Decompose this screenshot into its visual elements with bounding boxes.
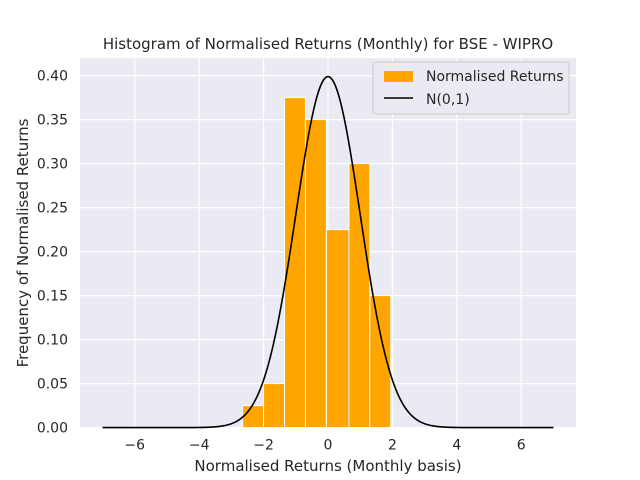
y-tick-label: 0.40 <box>37 69 68 85</box>
x-tick-label: 2 <box>388 438 397 454</box>
legend: Normalised Returns N(0,1) <box>372 61 570 115</box>
y-tick-label: 0.25 <box>37 201 68 217</box>
normal-curve-line <box>102 75 554 429</box>
y-tick-label: 0.15 <box>37 289 68 305</box>
legend-label-normal-curve: N(0,1) <box>426 92 470 108</box>
y-tick-label: 0.20 <box>37 245 68 261</box>
y-axis-label: Frequency of Normalised Returns <box>14 118 32 367</box>
histogram-bar <box>304 119 327 429</box>
y-tick-label: 0.35 <box>37 113 68 129</box>
histogram-bar <box>242 405 265 429</box>
x-tick-label: −6 <box>124 438 145 454</box>
x-axis-label: Normalised Returns (Monthly basis) <box>194 457 461 475</box>
y-axis-ticks: 0.00 0.05 0.10 0.15 0.20 0.25 0.30 0.35 0.40 <box>37 69 68 437</box>
histogram-bar <box>263 383 286 429</box>
histogram-bar <box>369 295 392 429</box>
x-tick-label: 0 <box>324 438 333 454</box>
y-tick-label: 0.30 <box>37 157 68 173</box>
legend-box <box>372 61 570 115</box>
legend-label-histogram: Normalised Returns <box>426 69 564 85</box>
y-tick-label: 0.05 <box>37 377 68 393</box>
histogram-bar <box>325 229 350 429</box>
x-tick-label: −4 <box>189 438 210 454</box>
x-tick-label: 6 <box>517 438 526 454</box>
legend-swatch-histogram <box>384 71 413 82</box>
y-tick-label: 0.10 <box>37 333 68 349</box>
histogram-bars <box>242 97 392 429</box>
histogram-bar <box>348 163 371 429</box>
y-tick-label: 0.00 <box>37 421 68 437</box>
chart-title: Histogram of Normalised Returns (Monthly… <box>103 35 553 53</box>
x-tick-label: −2 <box>253 438 274 454</box>
x-tick-label: 4 <box>452 438 461 454</box>
x-axis-ticks: −6 −4 −2 0 2 4 6 <box>124 438 525 454</box>
